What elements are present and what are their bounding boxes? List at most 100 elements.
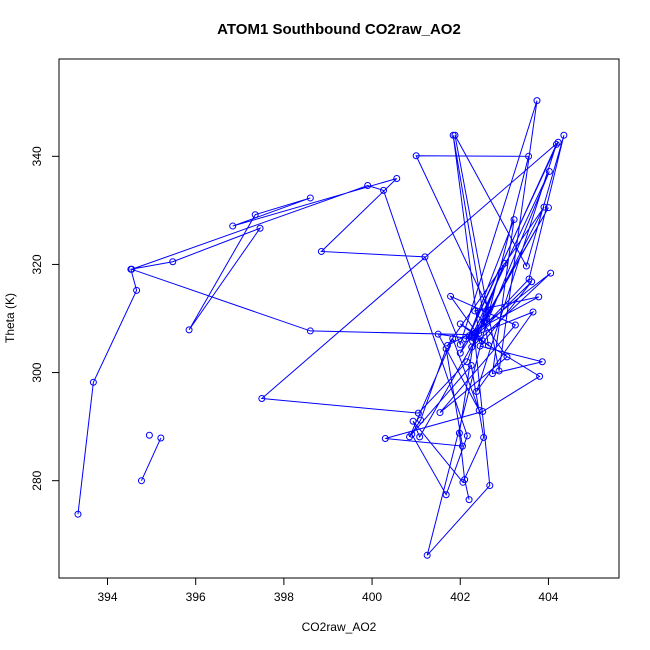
- data-point: [443, 342, 451, 350]
- data-point: [486, 482, 494, 490]
- data-point: [471, 329, 479, 337]
- y-tick-label: 320: [30, 254, 44, 274]
- data-point: [538, 358, 546, 366]
- data-point: [465, 332, 473, 340]
- data-point: [408, 430, 416, 438]
- y-tick-label: 280: [30, 470, 44, 490]
- data-point: [455, 429, 463, 437]
- data-point: [137, 477, 145, 485]
- data-point: [554, 138, 562, 146]
- data-point: [229, 222, 237, 230]
- plot-frame: [58, 58, 620, 579]
- data-point: [476, 342, 484, 350]
- y-axis-label: Theta (K): [3, 293, 17, 343]
- data-point: [185, 326, 193, 334]
- data-point: [528, 278, 536, 286]
- data-point: [258, 395, 266, 403]
- data-point: [533, 97, 541, 105]
- data-point: [469, 334, 477, 342]
- data-point: [380, 186, 388, 194]
- series-0: [74, 97, 568, 559]
- data-point: [251, 211, 259, 219]
- data-point: [463, 432, 471, 440]
- data-point: [510, 216, 518, 224]
- data-point: [417, 416, 425, 424]
- data-point: [456, 320, 464, 328]
- data-point: [145, 431, 153, 439]
- data-point: [456, 340, 464, 348]
- data-point: [479, 407, 487, 415]
- data-point: [412, 152, 420, 160]
- y-tick-label: 300: [30, 362, 44, 382]
- x-tick-label: 404: [538, 590, 558, 604]
- data-point: [488, 370, 496, 378]
- data-point: [456, 349, 464, 357]
- x-tick-label: 400: [362, 590, 382, 604]
- data-point: [465, 496, 473, 504]
- data-point: [74, 510, 82, 518]
- data-point: [475, 330, 483, 338]
- data-point: [449, 131, 457, 139]
- data-point: [535, 293, 543, 301]
- data-point: [545, 167, 553, 175]
- data-point: [89, 378, 97, 386]
- data-point: [536, 372, 544, 380]
- data-point: [416, 433, 424, 441]
- series-line: [141, 437, 162, 481]
- data-point: [128, 265, 136, 273]
- data-point: [480, 433, 488, 441]
- data-point: [256, 224, 264, 232]
- series-group: [74, 97, 568, 559]
- y-tick-label: 340: [30, 146, 44, 166]
- data-point: [434, 330, 442, 338]
- data-point: [552, 140, 560, 148]
- data-point: [414, 409, 422, 417]
- series-line: [77, 100, 565, 556]
- x-axis-label: CO2raw_AO2: [302, 620, 377, 634]
- data-point: [525, 152, 533, 160]
- x-axis: 394 396 398 400 402 404: [97, 578, 559, 604]
- x-tick-label: 394: [97, 590, 117, 604]
- data-point: [483, 319, 491, 327]
- data-point: [449, 335, 457, 342]
- data-point: [522, 262, 530, 270]
- data-point: [560, 131, 568, 139]
- data-point: [463, 358, 471, 366]
- data-point: [421, 253, 429, 261]
- data-point: [511, 321, 519, 329]
- data-point: [133, 286, 141, 294]
- data-point: [495, 367, 503, 375]
- data-point: [393, 174, 401, 182]
- data-point: [461, 476, 469, 484]
- data-point: [500, 259, 508, 267]
- data-point: [547, 269, 555, 277]
- series-1: [137, 434, 165, 485]
- data-point: [442, 345, 450, 353]
- series-2: [145, 431, 153, 439]
- y-axis: 280 300 320 340: [30, 146, 59, 491]
- data-point: [169, 258, 177, 266]
- data-point: [436, 409, 444, 417]
- data-point: [364, 182, 372, 190]
- data-point: [503, 353, 511, 361]
- data-point: [467, 362, 475, 370]
- data-point: [469, 337, 477, 345]
- data-point: [317, 247, 325, 255]
- data-point: [306, 194, 314, 202]
- data-point: [442, 491, 450, 499]
- data-point: [306, 327, 314, 335]
- data-point: [473, 387, 481, 395]
- data-point: [485, 306, 493, 314]
- data-point: [544, 204, 552, 212]
- data-point: [540, 203, 548, 211]
- data-point: [484, 342, 492, 350]
- data-point: [458, 442, 466, 450]
- data-point: [475, 406, 483, 414]
- data-point: [157, 434, 165, 442]
- data-point: [529, 308, 537, 316]
- data-point: [409, 417, 417, 425]
- chart-title: ATOM1 Southbound CO2raw_AO2: [217, 21, 461, 38]
- data-point: [471, 307, 479, 315]
- x-tick-label: 398: [274, 590, 294, 604]
